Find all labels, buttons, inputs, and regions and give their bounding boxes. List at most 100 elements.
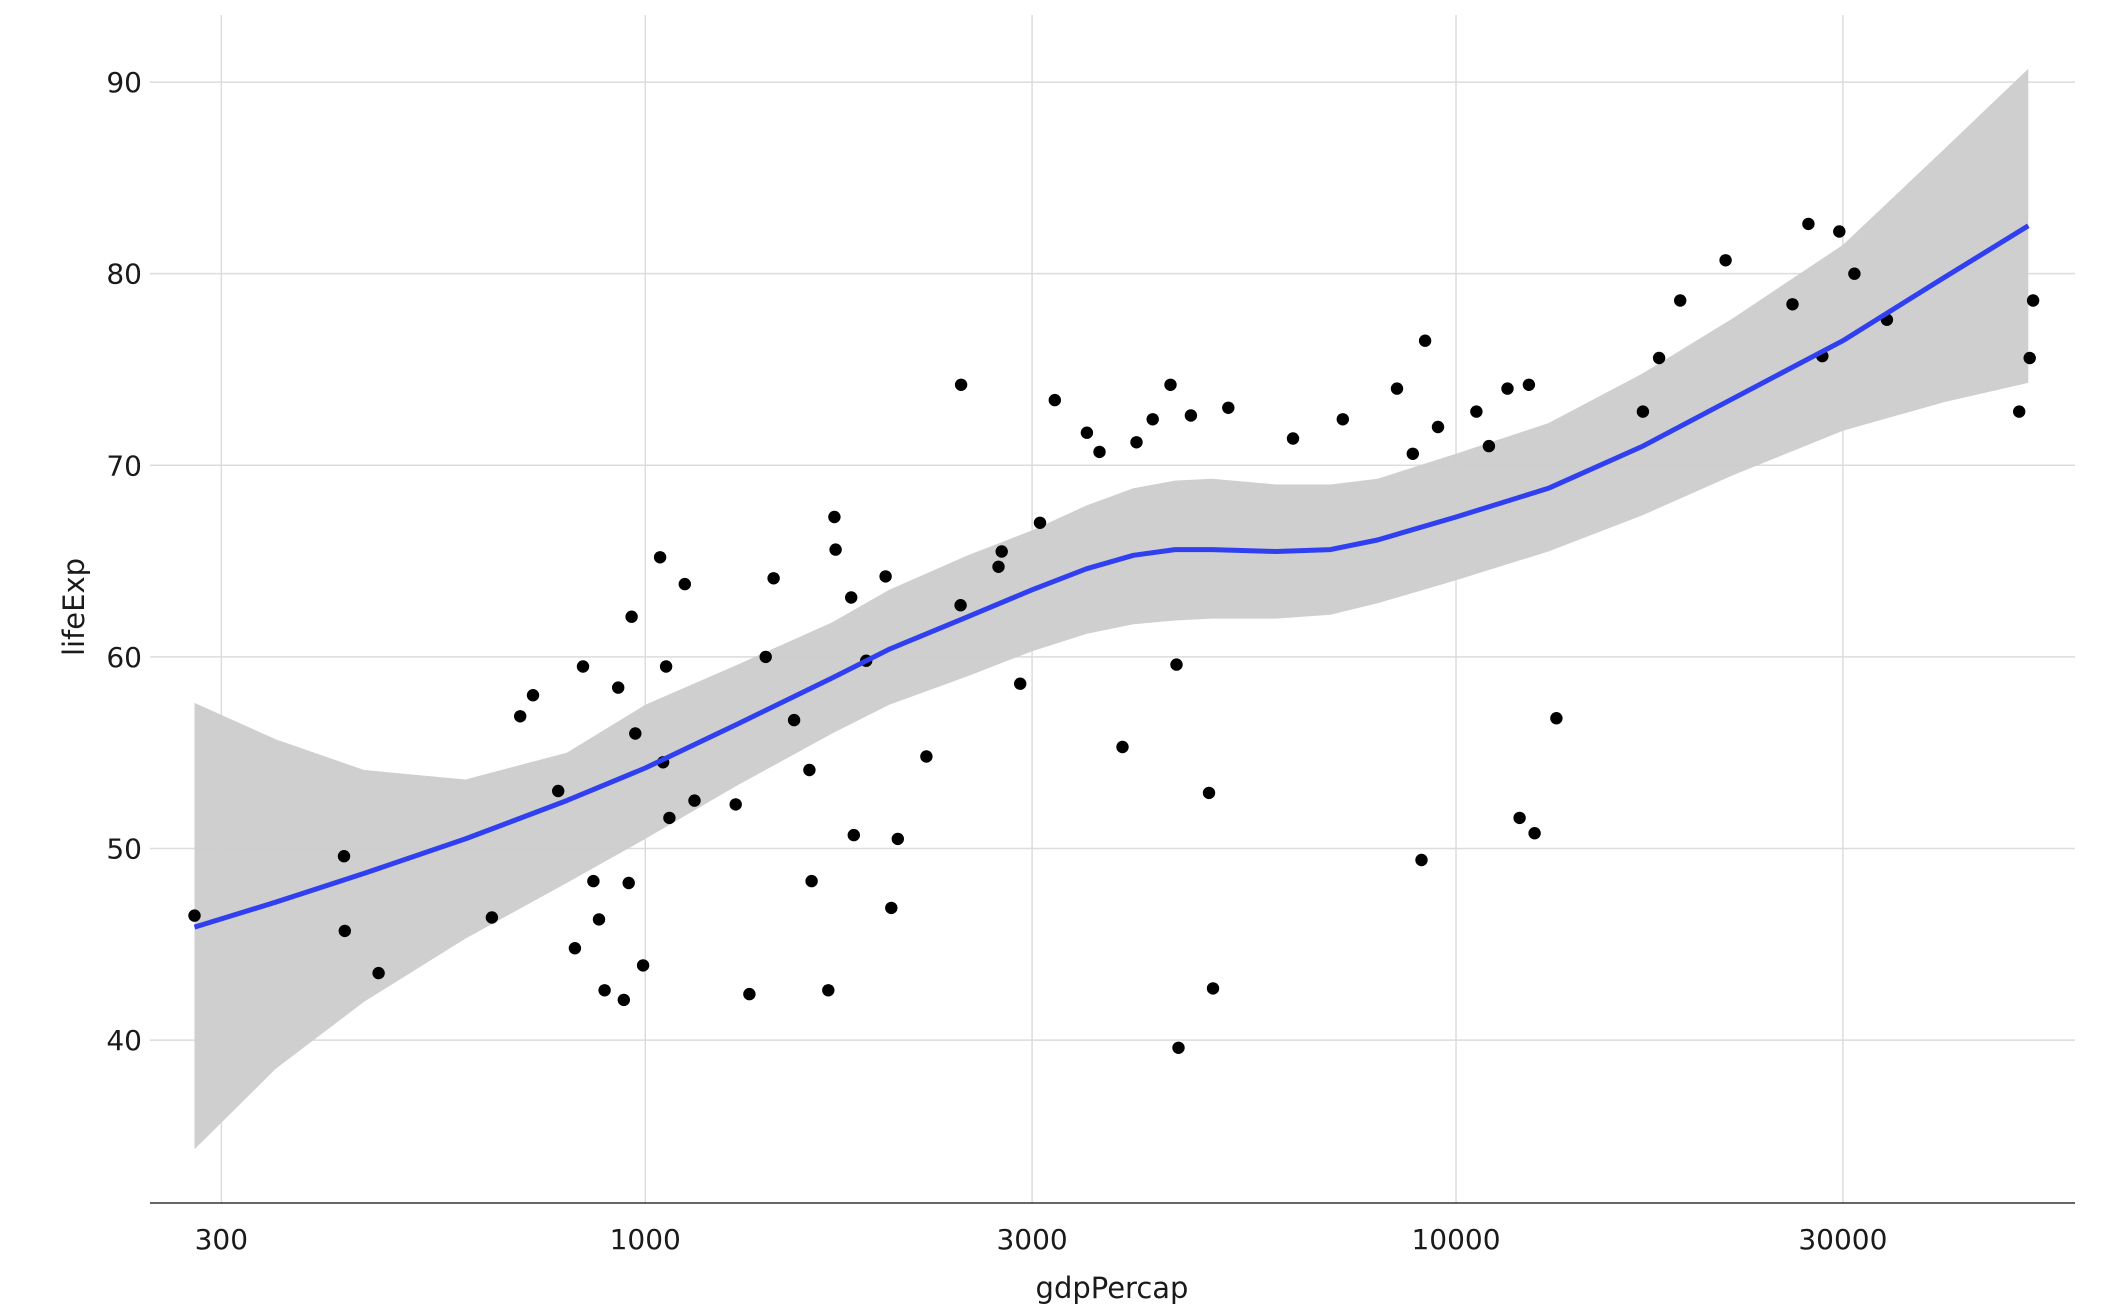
data-point — [1172, 1041, 1185, 1055]
data-point — [828, 510, 841, 524]
data-point — [1286, 432, 1300, 445]
data-point — [568, 942, 582, 955]
data-point — [1636, 405, 1650, 418]
data-point — [1482, 439, 1496, 453]
data-point — [1802, 217, 1815, 231]
y-tick-label: 80 — [106, 258, 142, 291]
data-point — [526, 689, 540, 702]
data-point — [2023, 351, 2036, 365]
data-point — [1390, 382, 1404, 395]
points-layer — [188, 217, 2040, 1055]
data-point — [598, 984, 611, 997]
data-point — [1528, 827, 1541, 840]
data-point — [767, 572, 780, 585]
data-point — [954, 599, 967, 612]
data-point — [1116, 740, 1129, 754]
data-point — [1522, 378, 1536, 391]
smooth-line-layer — [193, 223, 2030, 930]
x-tick-label: 1000 — [610, 1223, 681, 1256]
data-point — [995, 545, 1008, 558]
y-axis-title: lifeExp — [57, 558, 91, 656]
data-point — [1033, 516, 1047, 529]
data-point — [592, 913, 606, 926]
data-point — [1336, 413, 1350, 426]
data-point — [1848, 267, 1861, 280]
data-point — [891, 832, 904, 846]
data-point — [1418, 334, 1432, 347]
confidence-band-layer — [194, 68, 2029, 1150]
data-point — [188, 909, 201, 922]
data-point — [803, 763, 816, 777]
x-tick-label: 10000 — [1411, 1223, 1500, 1256]
y-tick-label: 60 — [106, 641, 142, 674]
data-point — [1786, 298, 1799, 311]
data-point — [787, 713, 801, 727]
data-point — [636, 959, 650, 972]
data-point — [1719, 254, 1732, 267]
data-point — [1184, 409, 1198, 422]
data-point — [1170, 658, 1183, 671]
data-point — [1048, 393, 1062, 407]
data-point — [678, 577, 691, 591]
data-point — [879, 570, 892, 583]
data-point — [729, 798, 742, 811]
data-point — [1093, 445, 1106, 459]
data-point — [1513, 811, 1526, 825]
data-point — [759, 650, 772, 664]
data-point — [743, 987, 756, 1001]
data-point — [954, 378, 968, 391]
x-tick-labels: 300 1000 3000 10000 30000 — [195, 1223, 1888, 1256]
data-point — [805, 874, 818, 888]
data-point — [688, 794, 701, 807]
data-point — [629, 727, 642, 740]
data-point — [1222, 401, 1235, 414]
data-point — [1146, 413, 1159, 426]
data-point — [552, 784, 565, 798]
data-point — [885, 901, 898, 915]
data-point — [372, 966, 385, 980]
data-point — [829, 543, 842, 556]
data-point — [2013, 405, 2026, 418]
data-point — [1206, 982, 1220, 995]
data-point — [1833, 225, 1846, 238]
data-point — [1652, 351, 1666, 365]
y-tick-label: 40 — [106, 1024, 142, 1057]
data-point — [622, 876, 635, 890]
data-point — [659, 660, 673, 673]
x-axis-title: gdpPercap — [1036, 1271, 1189, 1305]
data-point — [1080, 426, 1094, 439]
y-tick-label: 90 — [106, 66, 142, 99]
data-point — [663, 811, 676, 825]
data-point — [920, 750, 933, 763]
y-tick-label: 70 — [106, 449, 142, 482]
data-point — [2026, 294, 2040, 307]
data-point — [1431, 420, 1445, 434]
x-tick-label: 300 — [195, 1223, 248, 1256]
x-tick-label: 30000 — [1798, 1223, 1887, 1256]
data-point — [822, 984, 835, 997]
confidence-band — [194, 68, 2029, 1150]
smooth-fit-line — [193, 223, 2030, 930]
data-point — [1470, 405, 1483, 418]
data-point — [587, 874, 600, 888]
data-point — [1164, 378, 1177, 391]
data-point — [1501, 382, 1514, 395]
y-tick-label: 50 — [106, 833, 142, 866]
data-point — [625, 610, 638, 623]
data-point — [1130, 436, 1143, 449]
data-point — [1014, 677, 1027, 690]
data-point — [514, 710, 527, 723]
x-tick-label: 3000 — [996, 1223, 1067, 1256]
data-point — [1550, 712, 1563, 725]
data-point — [612, 681, 625, 694]
data-point — [485, 911, 499, 924]
y-tick-labels: 40 50 60 70 80 90 — [106, 66, 142, 1057]
data-point — [337, 850, 351, 863]
data-point — [576, 660, 590, 673]
data-point — [653, 551, 667, 564]
data-point — [845, 591, 858, 604]
data-point — [1674, 294, 1687, 307]
data-point — [847, 828, 860, 842]
data-point — [338, 924, 351, 938]
data-point — [617, 993, 630, 1007]
